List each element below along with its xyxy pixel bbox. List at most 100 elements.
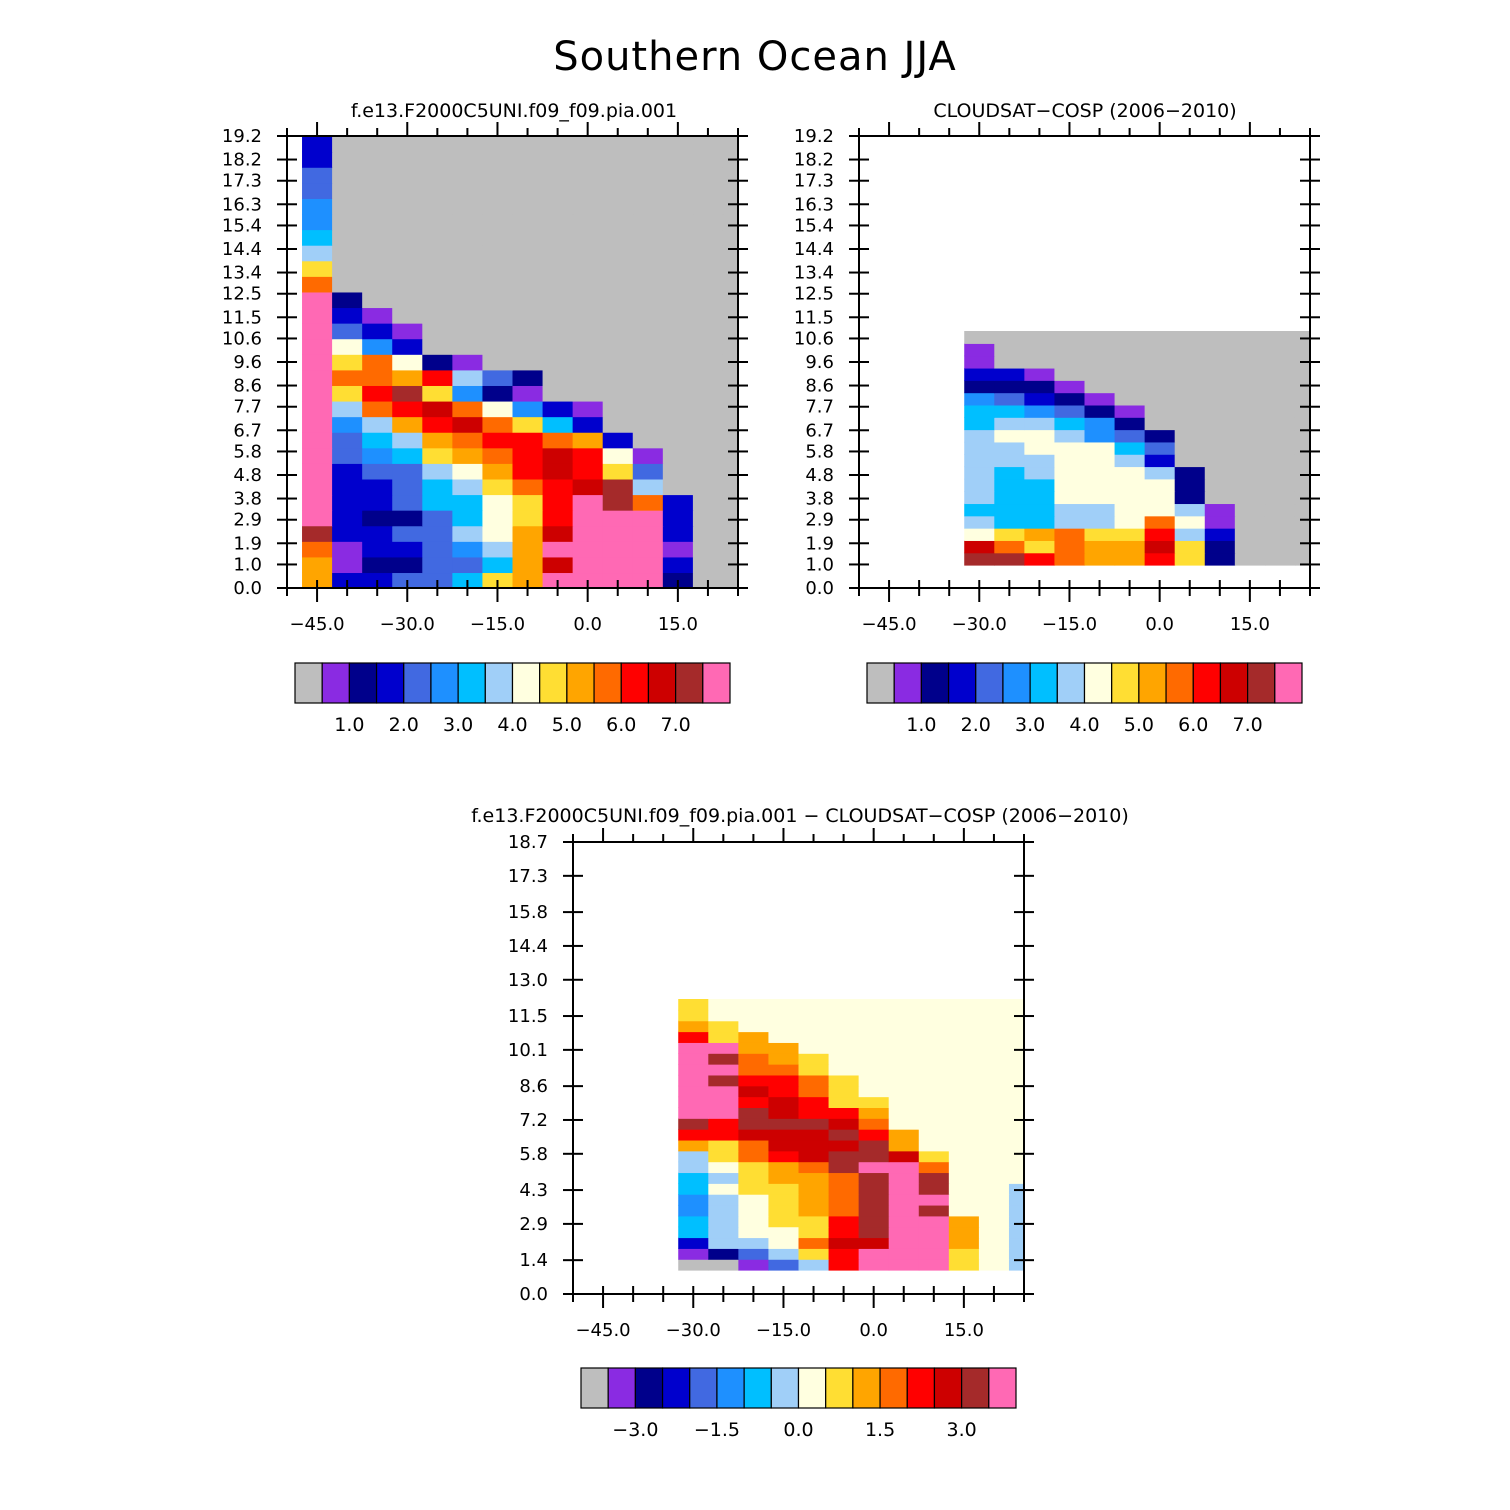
heatmap-cell [888, 1053, 920, 1065]
heatmap-cell [572, 541, 604, 558]
heatmap-cell [1024, 355, 1056, 369]
heatmap-cell [888, 1259, 920, 1271]
colorbar-swatch [893, 662, 922, 704]
heatmap-cell [392, 213, 423, 231]
x-tick-label: 15.0 [944, 1320, 984, 1341]
heatmap-cell [918, 1183, 950, 1195]
heatmap-cell [918, 1172, 950, 1184]
heatmap-cell [572, 385, 604, 402]
panel-difference: f.e13.F2000C5UNI.f09_f09.pia.001 − CLOUD… [471, 805, 1129, 1441]
heatmap-cell [1204, 343, 1236, 357]
heatmap-cell [332, 494, 363, 511]
heatmap-cell [964, 515, 995, 529]
heatmap-cell [632, 167, 664, 184]
heatmap-cell [692, 245, 724, 262]
heatmap-cell [738, 1085, 770, 1098]
heatmap-cell [738, 1248, 770, 1260]
heatmap-cell [392, 416, 423, 433]
heatmap-cell [858, 1215, 890, 1228]
heatmap-cell [1054, 441, 1086, 455]
heatmap-cell [512, 291, 544, 309]
heatmap-cell [1294, 528, 1311, 541]
colorbar-swatch [457, 662, 486, 704]
colorbar-swatch [1111, 662, 1140, 704]
heatmap-cell [708, 1194, 739, 1206]
heatmap-cell [888, 1042, 920, 1054]
heatmap-cell [888, 1248, 920, 1260]
heatmap-cell [302, 136, 333, 153]
heatmap-cell [662, 510, 694, 527]
heatmap-cell [422, 400, 453, 418]
heatmap-cell [858, 1064, 890, 1076]
heatmap-cell [1084, 503, 1116, 517]
heatmap-cell [722, 276, 739, 293]
heatmap-cell [1234, 540, 1266, 554]
heatmap-cell [964, 491, 995, 505]
heatmap-cell [332, 245, 363, 262]
heatmap-cell [1264, 503, 1296, 517]
heatmap-cell [858, 1096, 890, 1108]
heatmap-cell [948, 1096, 980, 1108]
colorbar-swatch [484, 662, 514, 704]
heatmap-cell [302, 167, 333, 184]
heatmap-cell [662, 447, 694, 464]
heatmap-cell [1204, 392, 1236, 406]
heatmap-cell [542, 338, 574, 355]
heatmap-cell [542, 245, 574, 262]
heatmap-cell [392, 494, 423, 511]
heatmap-cell [542, 432, 574, 449]
heatmap-cell [1294, 515, 1311, 529]
heatmap-cell [332, 167, 363, 184]
heatmap-cell [678, 1118, 709, 1130]
heatmap-cell [1054, 454, 1086, 468]
colorbar: 1.0 2.0 3.0 4.0 5.0 6.0 7.0 [866, 662, 1303, 736]
heatmap-cell [1024, 515, 1056, 529]
heatmap-cell [602, 478, 634, 496]
heatmap-cell [662, 167, 694, 184]
heatmap-cell [572, 354, 604, 371]
heatmap-cell [708, 1183, 739, 1195]
heatmap-cell [1144, 540, 1176, 554]
heatmap-cell [482, 276, 514, 293]
colorbar-swatch [920, 662, 950, 704]
heatmap-cell [1024, 392, 1056, 406]
heatmap-cell [422, 510, 453, 527]
heatmap-cell [542, 385, 574, 402]
heatmap-cell [542, 463, 574, 480]
heatmap-cell [692, 229, 724, 246]
heatmap-cell [482, 151, 514, 168]
heatmap-cell [1144, 331, 1176, 344]
heatmap-cell [422, 260, 453, 277]
y-tick-label: 14.4 [794, 239, 834, 260]
colorbar-swatch [566, 662, 595, 704]
heatmap-cell [1008, 1161, 1025, 1174]
heatmap-cell [482, 198, 514, 215]
heatmap-cell [572, 151, 604, 168]
heatmap-cell [1264, 355, 1296, 369]
heatmap-cell [692, 182, 724, 199]
heatmap-cell [1204, 515, 1236, 529]
heatmap-cell [1008, 1172, 1025, 1184]
heatmap-cell [362, 307, 393, 324]
heatmap-cell [1114, 478, 1146, 492]
heatmap-cell [798, 1042, 830, 1054]
heatmap-cell [632, 323, 664, 340]
heatmap-cell [1294, 392, 1311, 406]
heatmap-cell [542, 167, 574, 184]
heatmap-cell [978, 1074, 1010, 1087]
heatmap-cell [572, 416, 604, 433]
heatmap-cell [302, 151, 333, 168]
heatmap-cell [1024, 404, 1056, 418]
heatmap-cell [994, 441, 1025, 455]
heatmap-cell [572, 432, 604, 449]
y-tick-label: 15.8 [508, 902, 548, 923]
heatmap-cell [482, 229, 514, 246]
heatmap-cell [798, 1150, 830, 1163]
heatmap-cell [708, 1139, 739, 1152]
heatmap-cell [542, 182, 574, 199]
heatmap-cell [362, 494, 393, 511]
colorbar-label: 5.0 [1124, 714, 1154, 736]
heatmap-cell [1264, 380, 1296, 394]
heatmap-cell [1008, 1042, 1025, 1054]
